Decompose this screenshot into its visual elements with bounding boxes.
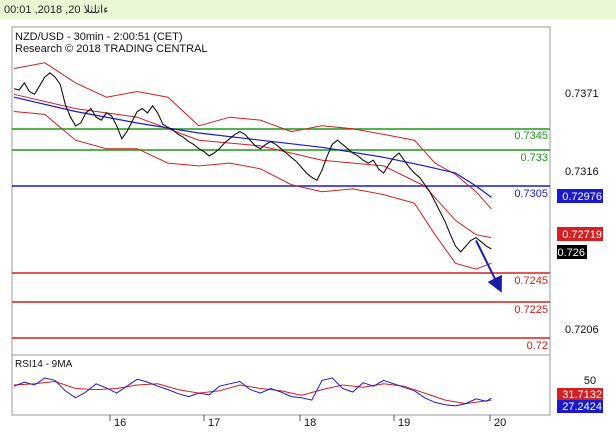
rsi-tag-box	[557, 388, 603, 401]
y-tick-label: 0.7316	[565, 166, 599, 178]
price-tag-label: 0.726	[557, 247, 585, 259]
price-tags: 0.72976 0.72719 0.726	[557, 189, 603, 259]
level-label: 0.733	[520, 152, 548, 164]
level-lines: 0.7345 0.733 0.7305 0.7245 0.7225 0.72	[12, 128, 550, 352]
level-label: 0.72	[527, 340, 548, 352]
moving-average-red-line	[13, 93, 492, 239]
rsi-ma-line	[13, 380, 492, 405]
price-tag-label: 0.72719	[562, 229, 602, 241]
y-tick-label: 0.7371	[565, 88, 599, 100]
forecast-arrow	[475, 239, 502, 293]
level-label: 0.7305	[514, 188, 548, 200]
chart-title: NZD/USD - 30min - 2:00:51 (CET)	[15, 31, 182, 43]
moving-average-blue-line	[13, 96, 492, 198]
rsi-tag-label: 27.2424	[562, 401, 602, 413]
price-chart: NZD/USD - 30min - 2:00:51 (CET) Research…	[11, 26, 603, 429]
rsi-tags: 31.7132 27.2424	[557, 388, 603, 413]
x-axis: 16 17 18 19 20	[109, 415, 506, 429]
x-tick-label: 16	[114, 417, 126, 429]
price-series-line	[13, 72, 492, 253]
level-label: 0.7245	[514, 275, 548, 287]
date-label: ءاثلثلا 20, 2018, 00:01	[4, 4, 109, 16]
x-tick-label: 18	[304, 417, 316, 429]
rsi-tick-label: 50	[584, 375, 596, 387]
x-tick-label: 20	[494, 417, 506, 429]
date-bar: ءاثلثلا 20, 2018, 00:01	[0, 0, 616, 19]
level-label: 0.7225	[514, 304, 548, 316]
price-tag-label: 0.72976	[562, 191, 602, 203]
chart-subtitle: Research © 2018 TRADING CENTRAL	[15, 43, 208, 55]
rsi-label: RSI14 - 9MA	[15, 359, 73, 370]
x-tick-label: 17	[208, 417, 220, 429]
rsi-panel-frame	[11, 354, 551, 416]
price-tag-box	[557, 189, 603, 203]
rsi-line	[13, 377, 492, 407]
level-label: 0.7345	[514, 130, 548, 142]
price-panel-frame	[11, 26, 551, 356]
y-axis: 0.7371 0.7316 0.7206	[565, 88, 599, 336]
rsi-tag-box	[557, 400, 603, 413]
band-lower-line	[13, 111, 492, 270]
price-tag-box	[557, 245, 587, 259]
x-tick-label: 19	[398, 417, 410, 429]
y-tick-label: 0.7206	[565, 324, 599, 336]
price-tag-box	[557, 227, 603, 241]
band-upper-line	[13, 62, 492, 210]
rsi-tag-label: 31.7132	[562, 389, 602, 401]
